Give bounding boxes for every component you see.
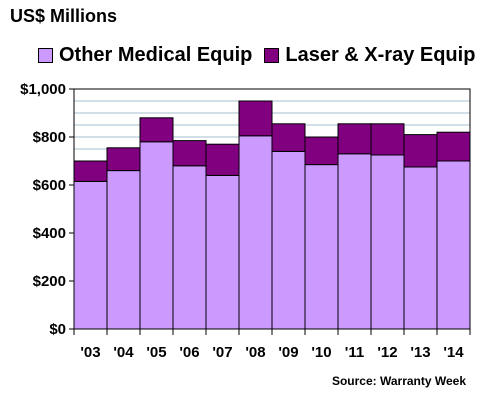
bar-laser [139, 117, 174, 143]
bar-other [73, 180, 108, 330]
legend: Other Medical Equip Laser & X-ray Equip [38, 44, 480, 67]
legend-label-laser: Laser & X-ray Equip [285, 44, 476, 66]
x-tick-label: '03 [80, 344, 100, 361]
bar-other [172, 165, 207, 330]
y-tick-label: $400 [33, 225, 66, 242]
bar-laser [370, 123, 405, 156]
bar-other [238, 135, 273, 330]
y-tick-label: $0 [49, 321, 66, 338]
legend-swatch-laser [264, 48, 280, 63]
y-tick-label: $800 [33, 129, 66, 146]
bar-laser [172, 140, 207, 167]
x-tick-label: '11 [345, 344, 364, 361]
x-tick-label: '06 [179, 344, 199, 361]
legend-item-other: Other Medical Equip [38, 44, 252, 67]
x-tick-label: '12 [377, 344, 397, 361]
x-tick-label: '09 [278, 344, 298, 361]
bar-other [271, 150, 306, 330]
bar-laser [238, 100, 273, 137]
x-tick-label: '04 [113, 344, 134, 361]
bar-other [337, 153, 372, 330]
y-tick-label: $1,000 [20, 81, 66, 98]
x-tick-label: '05 [146, 344, 166, 361]
source-note: Source: Warranty Week [331, 374, 466, 388]
chart-title: US$ Millions [10, 6, 118, 26]
x-tick-label: '07 [212, 344, 232, 361]
x-tick-label: '10 [311, 344, 331, 361]
bar-laser [106, 147, 141, 172]
x-tick-label: '13 [410, 344, 430, 361]
y-tick-label: $200 [33, 273, 66, 290]
bar-laser [73, 160, 108, 182]
bar-laser [304, 136, 339, 166]
y-tick-label: $600 [33, 177, 66, 194]
bar-laser [271, 123, 306, 152]
bar-other [436, 160, 471, 330]
x-tick-label: '14 [443, 344, 464, 361]
bar-laser [403, 134, 438, 168]
bar-other [403, 166, 438, 330]
bar-other [205, 174, 240, 330]
legend-swatch-other [38, 48, 53, 63]
bar-laser [337, 123, 372, 155]
bar-other [370, 154, 405, 330]
legend-item-laser: Laser & X-ray Equip [264, 44, 475, 67]
bar-other [106, 170, 141, 330]
x-tick-label: '08 [245, 344, 265, 361]
bar-laser [205, 143, 240, 176]
bar-other [139, 141, 174, 330]
legend-label-other: Other Medical Equip [59, 44, 253, 66]
bar-laser [436, 131, 471, 162]
bar-other [304, 164, 339, 330]
